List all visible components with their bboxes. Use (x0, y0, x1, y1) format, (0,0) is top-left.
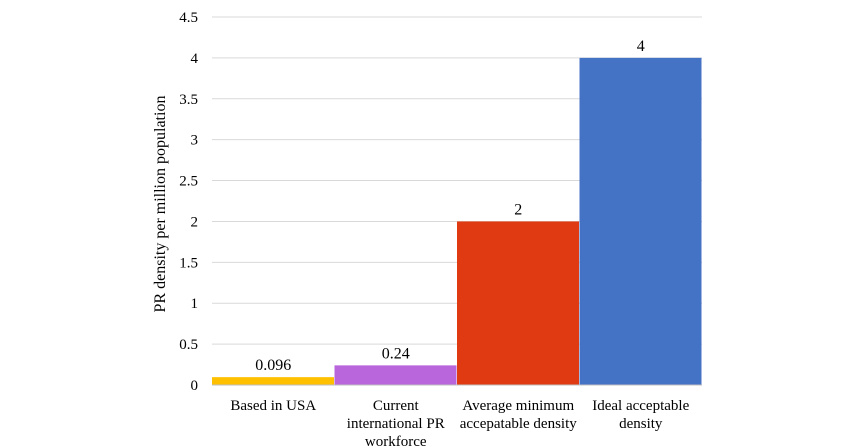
y-tick-label: 2.5 (179, 174, 198, 190)
y-tick-label: 0.5 (179, 337, 198, 353)
x-tick-label: Current international PR workforce (347, 398, 445, 448)
y-tick-label: 1.5 (179, 255, 198, 271)
x-tick-label: Average minimum accepatable density (460, 398, 578, 432)
y-tick-label: 2 (191, 214, 199, 230)
x-tick-label: Based in USA (230, 398, 316, 414)
bar (579, 57, 702, 386)
data-label: 2 (514, 201, 522, 218)
data-label: 0.096 (255, 357, 291, 374)
y-tick-label: 1 (191, 296, 199, 312)
y-tick-label: 4.5 (179, 10, 198, 26)
bar (334, 365, 457, 385)
y-tick-label: 3 (191, 133, 199, 149)
y-axis-ticks: 0 0.5 1 1.5 2 2.5 3 3.5 4 4.5 (179, 10, 198, 394)
data-labels: 0.096 0.24 2 4 (255, 38, 645, 374)
x-tick-label: Ideal acceptable density (592, 398, 689, 432)
bars (212, 57, 702, 386)
bar (212, 377, 334, 385)
data-label: 4 (637, 38, 645, 55)
data-label: 0.24 (382, 345, 410, 362)
gridlines (212, 16, 702, 345)
y-tick-label: 4 (191, 51, 199, 67)
y-axis-title: PR density per million population (152, 96, 169, 313)
category-labels: Based in USA Current international PR workf… (230, 398, 689, 448)
y-tick-label: 3.5 (179, 92, 198, 108)
y-tick-label: 0 (191, 378, 199, 394)
bar (457, 221, 579, 385)
